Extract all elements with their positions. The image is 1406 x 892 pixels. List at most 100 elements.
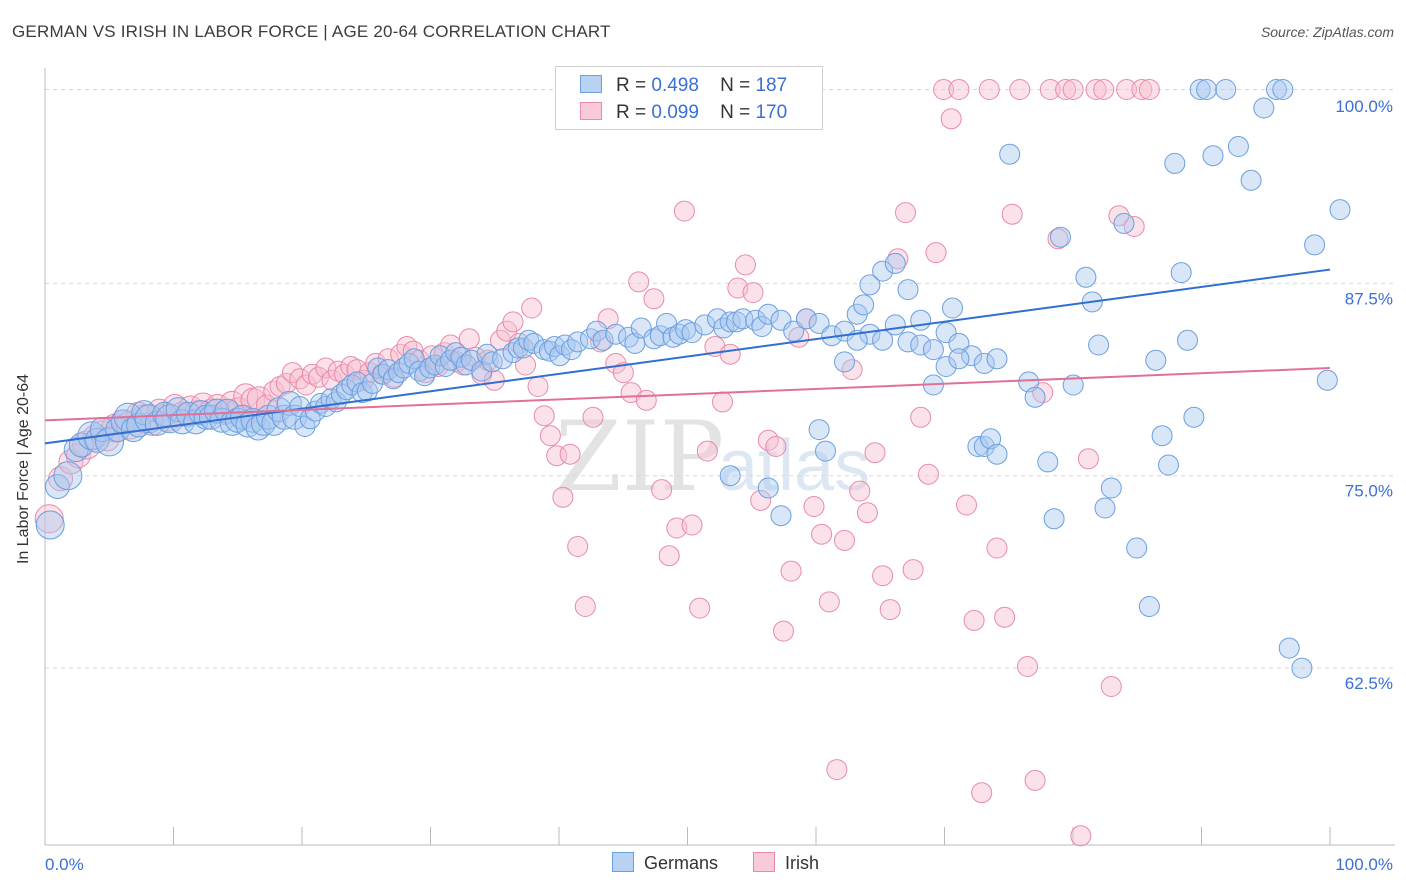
german-point: [1062, 374, 1084, 396]
german-point: [999, 143, 1021, 165]
x-tick-label: 100.0%: [1335, 855, 1393, 874]
german-point: [973, 352, 995, 374]
irish-point: [605, 352, 627, 374]
germans-trend-line: [44, 268, 1331, 445]
irish-point: [818, 591, 840, 613]
irish-r-value: 0.099: [651, 102, 699, 123]
irish-point: [963, 609, 985, 631]
irish-point: [658, 545, 680, 567]
irish-point: [994, 606, 1016, 628]
german-point: [512, 337, 534, 359]
german-point: [1272, 79, 1294, 100]
german-point: [356, 380, 378, 402]
german-point: [770, 505, 792, 527]
irish-point: [834, 529, 855, 551]
german-point: [1138, 596, 1160, 617]
german-point: [815, 440, 836, 462]
german-point: [808, 312, 830, 334]
irish-point: [1077, 448, 1099, 470]
irish-point: [1116, 79, 1138, 100]
german-point: [1183, 406, 1205, 428]
irish-point: [948, 79, 970, 100]
irish-point: [1009, 79, 1031, 100]
german-point: [884, 252, 906, 274]
irish-point: [574, 596, 596, 617]
german-point: [922, 339, 944, 361]
irish-point: [1062, 79, 1084, 100]
irish-point: [612, 362, 634, 384]
irish-r-label: R =: [616, 102, 647, 123]
y-tick-label: 100.0%: [1335, 97, 1393, 116]
irish-n-label: N =: [720, 102, 751, 123]
german-point: [726, 311, 747, 333]
irish-point: [301, 363, 323, 385]
german-point: [1329, 199, 1351, 221]
grid-lines: [45, 89, 1395, 669]
y-tick-label: 75.0%: [1345, 482, 1393, 501]
legend-row-germans: R = 0.498 N = 187: [580, 75, 787, 97]
german-point: [592, 329, 614, 351]
german-point: [1126, 537, 1148, 559]
irish-point: [917, 463, 939, 485]
irish-legend-label: Irish: [785, 853, 820, 873]
irish-point: [971, 782, 993, 804]
irish-point: [864, 442, 886, 464]
legend-item-irish[interactable]: Irish: [753, 852, 819, 874]
irish-point: [521, 297, 543, 319]
irish-point: [546, 445, 568, 467]
german-point: [643, 328, 665, 350]
series-legend: Germans Irish: [612, 852, 849, 874]
german-point: [1177, 329, 1198, 351]
german-point: [1291, 657, 1313, 679]
irish-swatch: [580, 102, 602, 120]
german-point: [910, 334, 932, 356]
german-point: [1196, 79, 1218, 100]
german-point: [1304, 234, 1326, 256]
german-point: [1094, 497, 1116, 519]
german-point: [1240, 169, 1262, 191]
german-point: [605, 323, 627, 345]
german-point: [1202, 145, 1224, 167]
irish-point: [533, 405, 555, 427]
irish-point: [295, 374, 317, 396]
irish-point: [1100, 676, 1122, 697]
german-point: [1158, 454, 1179, 476]
irish-point: [689, 597, 711, 619]
irish-points: [34, 79, 1160, 847]
german-point: [289, 396, 311, 417]
german-point: [1075, 266, 1097, 288]
irish-point: [811, 523, 833, 545]
irish-point: [552, 486, 574, 508]
german-point: [942, 297, 963, 319]
irish-point: [978, 79, 1000, 100]
irish-point: [1024, 769, 1046, 791]
german-point: [45, 474, 70, 499]
irish-point: [902, 559, 924, 581]
legend-row-irish: R = 0.099 N = 170: [580, 102, 787, 124]
irish-point: [986, 537, 1008, 559]
irish-point: [773, 620, 794, 642]
german-point: [986, 348, 1008, 370]
german-point: [1189, 79, 1211, 100]
irish-point: [879, 599, 901, 621]
irish-point: [933, 79, 955, 100]
irish-point: [539, 425, 561, 447]
germans-r-value: 0.498: [651, 75, 699, 96]
legend-item-germans[interactable]: Germans: [612, 852, 718, 874]
irish-point: [841, 359, 863, 381]
irish-point: [849, 480, 871, 502]
x-tick-label: 0.0%: [45, 855, 84, 874]
german-point: [745, 309, 767, 331]
irish-n-value: 170: [755, 102, 788, 123]
german-point: [131, 400, 157, 426]
irish-point: [895, 202, 916, 224]
irish-point: [1070, 825, 1092, 847]
german-point: [948, 348, 970, 370]
irish-point: [1085, 79, 1107, 100]
german-point: [245, 415, 271, 441]
y-axis-label: In Labor Force | Age 20-64: [15, 373, 32, 565]
irish-point: [910, 406, 932, 428]
irish-point: [582, 406, 604, 428]
irish-point: [289, 368, 311, 390]
